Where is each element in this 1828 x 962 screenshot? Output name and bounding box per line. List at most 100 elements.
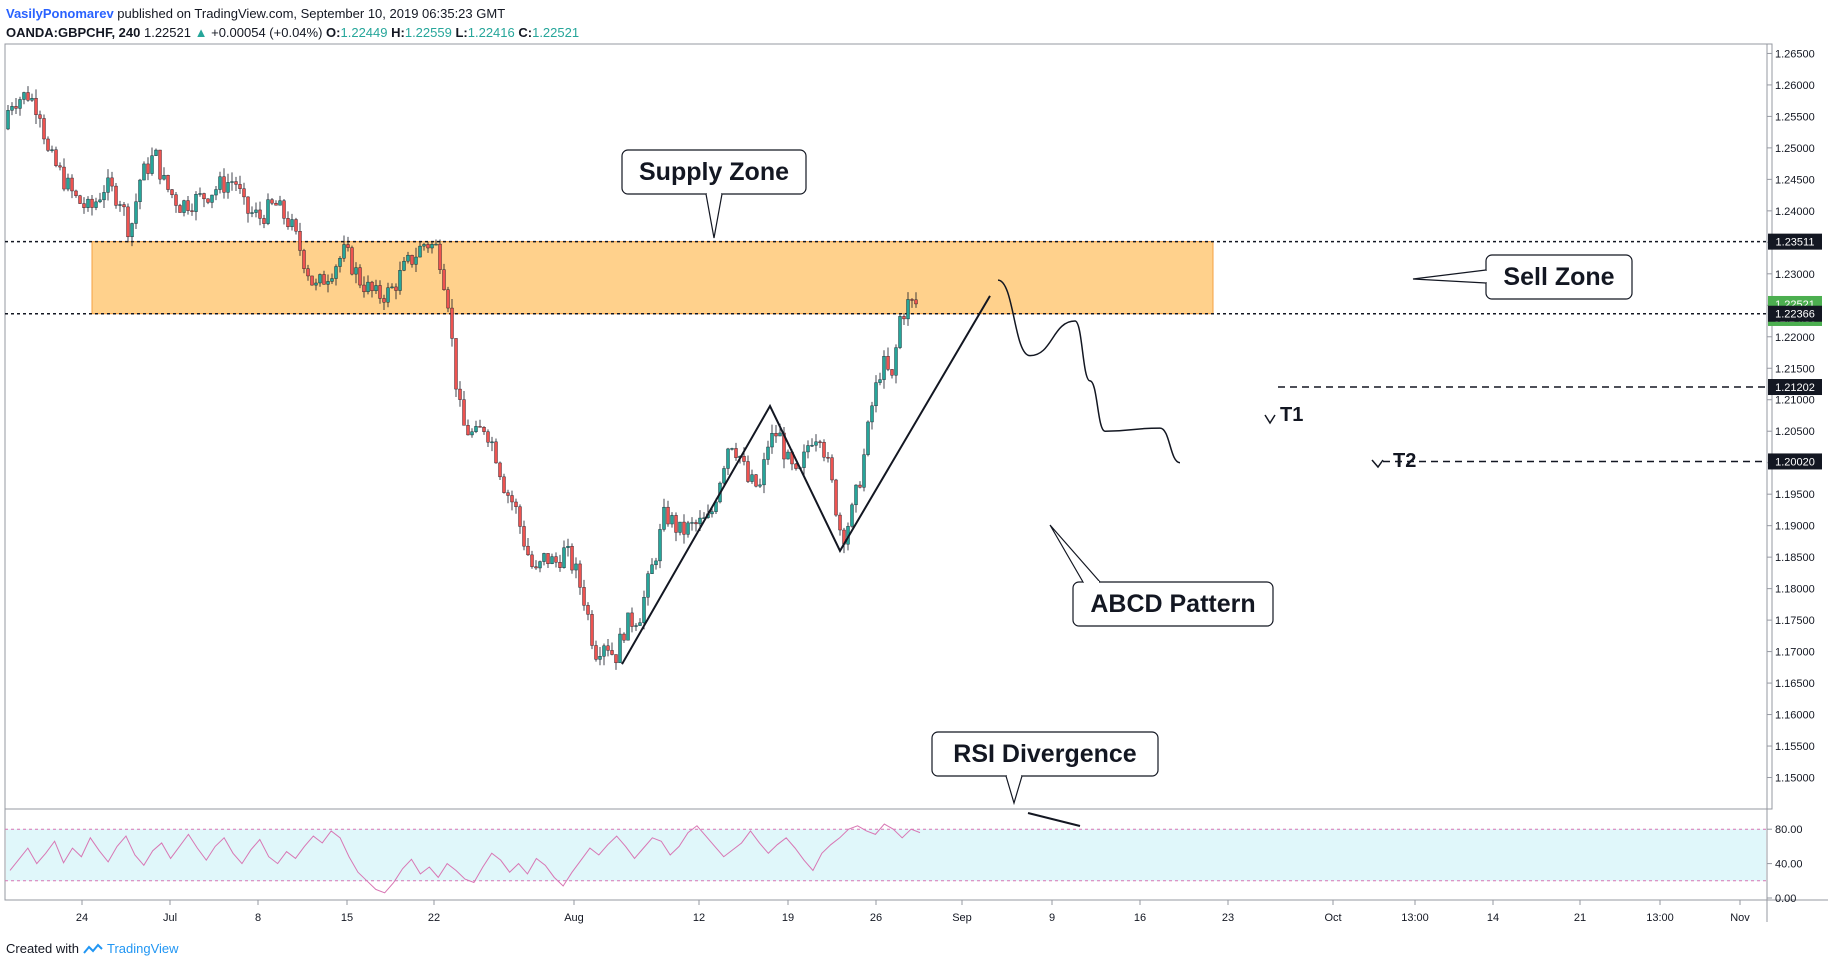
abcd-pattern-line: [621, 295, 991, 665]
tradingview-brand[interactable]: TradingView: [106, 941, 179, 956]
price-tick-label: 1.24000: [1775, 206, 1815, 218]
candle-body: [170, 189, 174, 195]
candle-body: [262, 218, 266, 224]
rsi-line: [9, 823, 921, 894]
t1-price: 1.21202: [1775, 382, 1815, 394]
rsi-tick-label: 0.00: [1775, 893, 1796, 905]
time-tick-label: Aug: [564, 912, 584, 924]
candle-body: [98, 199, 102, 203]
price-tick-label: 1.17500: [1775, 615, 1815, 627]
supply-zone-callout[interactable]: Supply Zone: [621, 149, 807, 239]
supply-zone-label: Supply Zone: [639, 158, 789, 186]
candle-body: [426, 244, 430, 249]
candle-body: [566, 546, 570, 548]
candle-body: [546, 553, 550, 565]
candle-body: [754, 474, 758, 487]
candle-body: [150, 155, 154, 174]
candle-body: [246, 196, 250, 214]
candle-body: [134, 201, 138, 224]
candle-body: [674, 515, 678, 533]
close-value: 1.22521: [532, 25, 580, 40]
candle-body: [522, 526, 526, 547]
candle-body: [526, 545, 530, 556]
price-axis[interactable]: 1.26500 1.26000 1.25500 1.25000 1.24500 1.240…: [1767, 48, 1815, 785]
candle-body: [194, 194, 198, 212]
candle-body: [618, 633, 622, 664]
candle-body: [142, 163, 146, 181]
candle-body: [458, 388, 462, 400]
author-link[interactable]: VasilyPonomarev: [6, 6, 114, 21]
candle-body: [254, 209, 258, 213]
candle-body: [466, 425, 470, 436]
candle-body: [670, 515, 674, 525]
candle-body: [266, 199, 270, 224]
chart-header: VasilyPonomarev published on TradingView…: [6, 4, 579, 42]
candle-body: [474, 426, 478, 432]
candle-body: [582, 587, 586, 606]
candle-body: [666, 506, 670, 525]
sell-zone-callout[interactable]: Sell Zone: [1412, 254, 1633, 300]
candle-body: [10, 106, 14, 111]
candle-body: [6, 110, 10, 130]
last-price: 1.22521: [143, 25, 191, 40]
t2-arrow-icon: [1371, 459, 1384, 469]
candle-body: [202, 193, 206, 200]
candle-body: [110, 177, 114, 187]
candle-body: [50, 149, 54, 151]
candle-body: [166, 175, 170, 190]
candle-body: [606, 645, 610, 651]
candle-body: [258, 209, 262, 219]
candle-body: [710, 511, 714, 515]
candle-body: [570, 546, 574, 571]
candle-body: [218, 176, 222, 190]
candle-body: [162, 175, 166, 180]
candle-body: [302, 250, 306, 269]
candle-body: [602, 645, 606, 657]
rsi-axis[interactable]: 80.00 40.00 0.00: [1767, 824, 1803, 905]
time-tick-label: Oct: [1324, 912, 1341, 924]
candle-body: [778, 432, 782, 437]
candle-body: [898, 316, 902, 348]
candle-body: [234, 181, 238, 185]
candle-body: [594, 645, 598, 660]
candle-body: [118, 204, 122, 206]
rsi-divergence-callout[interactable]: RSI Divergence: [931, 731, 1159, 806]
rsi-tick-label: 80.00: [1775, 824, 1803, 836]
candle-body: [274, 202, 278, 206]
candle-body: [826, 457, 830, 459]
candle-body: [646, 573, 650, 598]
candle-body: [818, 441, 822, 444]
price-tick-label: 1.16000: [1775, 710, 1815, 722]
candle-body: [586, 605, 590, 615]
candle-body: [722, 468, 726, 484]
t2-price-tag: 1.20020: [1768, 453, 1822, 470]
candle-body: [506, 492, 510, 496]
time-axis[interactable]: 24 Jul 8 15 22 Aug 12 19 26 Sep 9 16 23 Oct 13:00 14 21 1…: [76, 900, 1750, 924]
candle-body: [742, 455, 746, 462]
abcd-callout[interactable]: ABCD Pattern: [1049, 524, 1274, 627]
sell-zone-label: Sell Zone: [1503, 263, 1614, 291]
time-tick-label: 22: [428, 912, 440, 924]
rsi-divergence-line: [1027, 812, 1081, 827]
candle-body: [774, 433, 778, 437]
symbol-name: OANDA:GBPCHF, 240: [6, 25, 141, 40]
time-tick-label: 9: [1049, 912, 1055, 924]
price-tick-label: 1.17000: [1775, 647, 1815, 659]
zone-bottom-price: 1.22366: [1775, 309, 1815, 321]
time-tick-label: 14: [1487, 912, 1499, 924]
candle-body: [146, 163, 150, 174]
time-tick-label: Nov: [1730, 912, 1750, 924]
candle-body: [198, 193, 202, 195]
candle-body: [698, 517, 702, 525]
low-value: 1.22416: [467, 25, 515, 40]
candle-body: [26, 92, 30, 101]
candle-body: [90, 198, 94, 208]
candle-body: [478, 426, 482, 428]
candle-body: [438, 243, 442, 270]
candle-body: [386, 287, 390, 303]
candle-body: [214, 189, 218, 196]
price-tick-label: 1.16500: [1775, 678, 1815, 690]
candle-body: [14, 106, 18, 109]
candle-body: [494, 441, 498, 464]
